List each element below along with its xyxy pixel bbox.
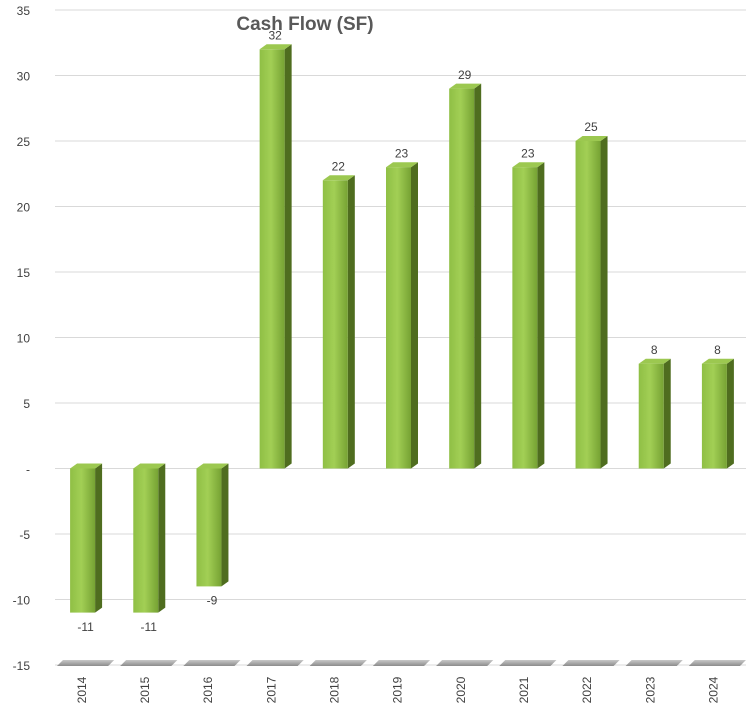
- y-tick-label: 25: [17, 135, 31, 149]
- x-tick-label: 2014: [75, 676, 89, 703]
- y-tick-label: 15: [17, 266, 31, 280]
- bar-side: [600, 136, 608, 469]
- floor-tile: [688, 660, 746, 666]
- bar-side: [537, 162, 545, 469]
- bar-side: [474, 83, 482, 469]
- bar-top: [701, 358, 734, 364]
- value-label: 22: [332, 159, 346, 173]
- chart-title: Cash Flow (SF): [236, 14, 373, 35]
- x-tick-label: 2023: [643, 676, 657, 703]
- value-label: -9: [207, 594, 218, 608]
- floor-tile: [120, 660, 178, 666]
- y-tick-label: 20: [17, 201, 31, 215]
- floor-tile: [183, 660, 241, 666]
- value-label: 29: [458, 68, 472, 82]
- bar: [575, 141, 601, 469]
- bar-top: [575, 136, 608, 141]
- bar: [196, 468, 222, 587]
- bar-top: [70, 463, 103, 469]
- x-tick-label: 2020: [454, 676, 468, 703]
- bar: [259, 49, 285, 469]
- y-tick-label: -: [26, 463, 30, 477]
- value-label: 23: [521, 146, 535, 160]
- bar-top: [196, 463, 229, 469]
- value-label: 8: [651, 343, 658, 357]
- floor-tile: [309, 660, 367, 666]
- y-tick-label: -10: [13, 594, 31, 608]
- bar-side: [95, 463, 103, 613]
- bar-side: [158, 463, 166, 613]
- bar-side: [663, 358, 671, 469]
- bar-top: [638, 358, 671, 364]
- bar-side: [726, 358, 734, 469]
- value-label: 8: [714, 343, 721, 357]
- y-tick-label: 35: [17, 4, 31, 18]
- bar: [322, 180, 348, 469]
- floor-tile: [499, 660, 557, 666]
- floor-tile: [57, 660, 115, 666]
- y-tick-label: 10: [17, 332, 31, 346]
- bar: [386, 167, 411, 469]
- bar-side: [284, 44, 292, 469]
- y-tick-label: -5: [19, 528, 30, 542]
- bar: [701, 363, 727, 469]
- x-tick-label: 2022: [580, 676, 594, 703]
- floor-tile: [436, 660, 494, 666]
- bar-top: [133, 463, 166, 469]
- x-tick-label: 2019: [391, 676, 405, 703]
- x-tick-label: 2016: [201, 676, 215, 703]
- bar: [449, 88, 475, 469]
- bar: [512, 167, 538, 469]
- floor-tile: [562, 660, 620, 666]
- bar: [70, 468, 96, 613]
- x-tick-label: 2024: [707, 676, 721, 703]
- bar-top: [512, 162, 545, 168]
- bar-side: [347, 175, 355, 469]
- x-tick-label: 2017: [264, 676, 278, 703]
- bar-side: [221, 463, 229, 587]
- bar-top: [259, 44, 292, 50]
- y-tick-label: 30: [17, 70, 31, 84]
- bar-side: [411, 162, 418, 469]
- x-tick-label: 2015: [138, 676, 152, 703]
- value-label: 32: [268, 28, 282, 42]
- floor-tile: [372, 660, 431, 666]
- bar: [638, 363, 664, 469]
- x-tick-label: 2018: [327, 676, 341, 703]
- value-label: -11: [141, 620, 158, 634]
- y-tick-label: -15: [13, 659, 31, 673]
- value-label: 25: [584, 120, 598, 134]
- bar: [133, 468, 159, 613]
- floor-tile: [246, 660, 304, 666]
- bar-top: [386, 162, 418, 168]
- x-tick-label: 2021: [517, 676, 531, 703]
- floor-tile: [625, 660, 683, 666]
- bar-top: [449, 83, 482, 89]
- y-tick-label: 5: [23, 397, 30, 411]
- value-label: 23: [395, 146, 409, 160]
- value-label: -11: [77, 620, 94, 634]
- bar-top: [322, 175, 355, 181]
